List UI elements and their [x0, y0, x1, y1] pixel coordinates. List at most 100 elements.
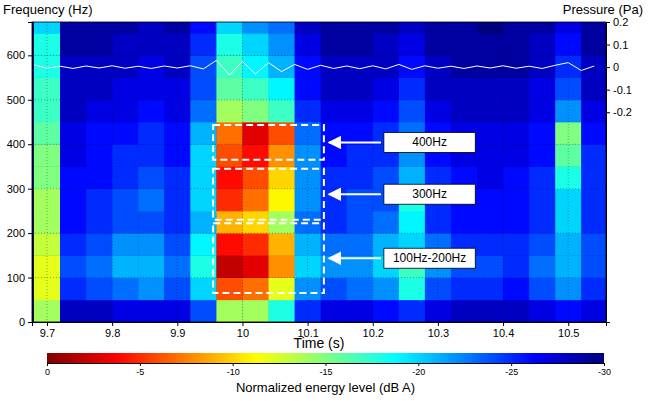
heatmap-cell	[86, 211, 112, 234]
heatmap-cell	[529, 144, 555, 167]
heatmap-cell	[216, 22, 242, 34]
heatmap-cell	[60, 33, 86, 56]
heatmap-cell	[347, 122, 373, 145]
tick: 10.5	[558, 322, 579, 339]
heatmap-cell	[321, 300, 347, 322]
heatmap-cell	[503, 78, 529, 101]
heatmap-cell	[373, 300, 399, 322]
heatmap-cell	[451, 78, 477, 101]
tick: -30	[598, 363, 611, 377]
heatmap-cell	[112, 122, 138, 145]
tick: 200	[7, 227, 32, 239]
heatmap-cell	[451, 300, 477, 322]
tick-mark	[112, 322, 113, 326]
heatmap-cell	[269, 22, 295, 34]
tick: -0.2	[606, 106, 632, 118]
annotation-arrow	[329, 257, 381, 259]
tick: -15	[319, 363, 332, 377]
heatmap-cell	[112, 211, 138, 234]
heatmap-cell	[216, 255, 242, 278]
tick: -0.1	[606, 84, 632, 96]
tick-label: 400	[7, 138, 25, 150]
heatmap-cell	[581, 233, 606, 256]
heatmap-cell	[269, 78, 295, 101]
grid-line	[307, 22, 308, 322]
heatmap-cell	[399, 211, 425, 234]
heatmap-cell	[477, 122, 503, 145]
heatmap-cell	[503, 166, 529, 189]
heatmap-cell	[60, 144, 86, 167]
colorbar-axis: 0-5-10-15-20-25-30	[45, 363, 611, 377]
tick-mark	[28, 100, 32, 101]
heatmap-cell	[503, 300, 529, 322]
heatmap-cell	[60, 189, 86, 212]
heatmap-cell	[86, 144, 112, 167]
heatmap-cell	[60, 255, 86, 278]
heatmap-cell	[529, 189, 555, 212]
tick-mark	[606, 22, 610, 23]
tick: 10.4	[493, 322, 514, 339]
grid-line	[437, 22, 438, 322]
heatmap-cell	[112, 22, 138, 34]
grid-line	[568, 22, 569, 322]
heatmap-cell	[399, 100, 425, 123]
tick-label: 0.2	[613, 16, 628, 28]
heatmap-cell	[269, 33, 295, 56]
heatmap-cell	[242, 300, 268, 322]
tick: -5	[136, 363, 144, 377]
annotation-text: 400Hz	[412, 135, 447, 149]
heatmap-cell	[112, 233, 138, 256]
heatmap-cell	[112, 78, 138, 101]
heatmap-cell	[373, 100, 399, 123]
grid-line	[32, 277, 606, 278]
tick-label: 9.9	[170, 327, 185, 339]
heatmap-cell	[112, 100, 138, 123]
tick-label: 100	[7, 272, 25, 284]
grid-line	[242, 22, 243, 322]
tick-mark	[28, 278, 32, 279]
heatmap-cell	[399, 22, 425, 34]
tick: 400	[7, 138, 32, 150]
grid-line	[372, 22, 373, 322]
tick: 0.2	[606, 16, 628, 28]
annotation-box	[213, 223, 324, 293]
tick-mark	[568, 322, 569, 326]
heatmap-cell	[347, 300, 373, 322]
tick-mark	[606, 67, 610, 68]
heatmap-cell	[581, 166, 606, 189]
axis-line	[33, 323, 607, 327]
heatmap-cell	[321, 33, 347, 56]
heatmap-cell	[477, 22, 503, 34]
pressure-line	[34, 60, 594, 75]
heatmap-cell	[581, 122, 606, 145]
tick-label: 10.2	[363, 327, 384, 339]
tick-label: 200	[7, 227, 25, 239]
tick-mark	[308, 322, 309, 326]
heatmap-cell	[60, 233, 86, 256]
tick-label: -20	[412, 367, 425, 377]
heatmap-cell	[477, 100, 503, 123]
tick-label: 0	[19, 316, 25, 328]
heatmap-cell	[347, 144, 373, 167]
heatmap-cell	[216, 233, 242, 256]
heatmap-cell	[138, 122, 164, 145]
heatmap-cell	[477, 78, 503, 101]
heatmap-cell	[347, 166, 373, 189]
heatmap-cell	[347, 278, 373, 301]
tick-mark	[47, 363, 48, 366]
grid-line	[32, 188, 606, 189]
heatmap-cell	[269, 166, 295, 189]
heatmap-cell	[86, 300, 112, 322]
tick: 9.9	[170, 322, 185, 339]
heatmap-cell	[138, 255, 164, 278]
heatmap-cell	[60, 78, 86, 101]
plot-background	[32, 22, 606, 322]
heatmap-cell	[269, 300, 295, 322]
heatmap-cell	[242, 144, 268, 167]
heatmap-cell	[529, 233, 555, 256]
heatmap-cell	[60, 278, 86, 301]
heatmap-cell	[86, 278, 112, 301]
annotation-text: 100Hz-200Hz	[393, 251, 466, 265]
heatmap-cell	[60, 211, 86, 234]
grid-line	[32, 99, 606, 100]
